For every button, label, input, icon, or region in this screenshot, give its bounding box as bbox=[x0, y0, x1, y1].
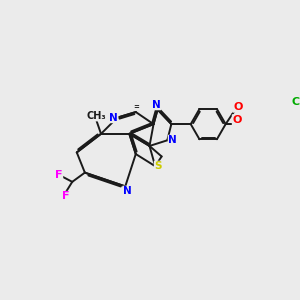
Text: F: F bbox=[55, 169, 63, 180]
Text: N: N bbox=[152, 100, 161, 110]
Text: N: N bbox=[168, 135, 177, 145]
Text: O: O bbox=[233, 102, 242, 112]
Text: N: N bbox=[109, 113, 118, 123]
Text: =: = bbox=[133, 104, 139, 110]
Text: S: S bbox=[154, 161, 162, 171]
Text: N: N bbox=[123, 186, 132, 196]
Text: F: F bbox=[62, 191, 69, 201]
Text: Cl: Cl bbox=[292, 97, 300, 107]
Text: O: O bbox=[232, 115, 242, 125]
Text: CH₃: CH₃ bbox=[86, 111, 106, 121]
